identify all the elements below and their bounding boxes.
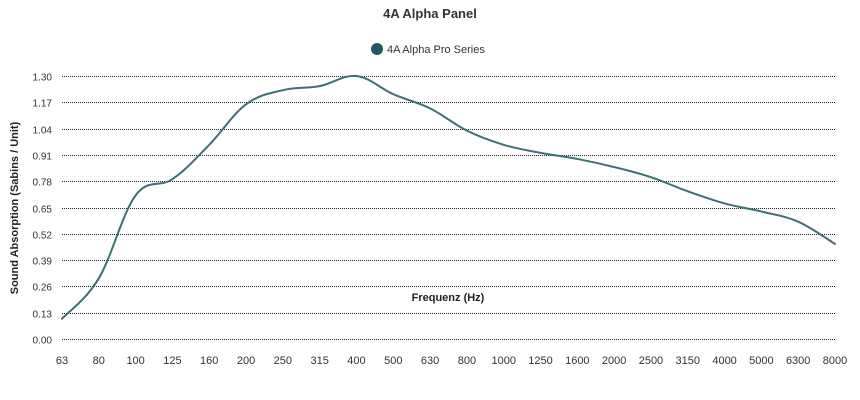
x-tick-label: 2500 xyxy=(639,355,663,367)
y-tick-label: 1.04 xyxy=(33,126,53,137)
grid-lines xyxy=(62,76,835,340)
x-tick-label: 1000 xyxy=(491,355,515,367)
x-tick-label: 80 xyxy=(93,355,105,367)
x-tick-label: 5000 xyxy=(749,355,773,367)
y-tick-label: 0.52 xyxy=(33,231,53,242)
chart-title: 4A Alpha Panel xyxy=(383,6,477,21)
x-tick-label: 160 xyxy=(200,355,218,367)
x-tick-label: 3150 xyxy=(676,355,700,367)
x-tick-label: 2000 xyxy=(602,355,626,367)
x-tick-label: 250 xyxy=(274,355,292,367)
series-layer xyxy=(61,74,836,320)
y-tick-label: 0.39 xyxy=(33,257,53,268)
legend-label: 4A Alpha Pro Series xyxy=(387,44,485,56)
y-tick-label: 0.00 xyxy=(33,336,53,347)
y-tick-label: 0.13 xyxy=(33,310,53,321)
y-tick-label: 0.65 xyxy=(33,205,53,216)
x-tick-label: 1600 xyxy=(565,355,589,367)
x-tick-label: 63 xyxy=(56,355,68,367)
y-axis-ticks: 0.00 0.13 0.26 0.39 0.52 0.65 0.78 0.91 1.04 1.17… xyxy=(33,73,53,347)
y-tick-label: 0.78 xyxy=(33,178,53,189)
x-axis-label: Frequenz (Hz) xyxy=(412,292,485,304)
x-tick-label: 4000 xyxy=(712,355,736,367)
series-line-0 xyxy=(61,74,836,320)
x-tick-label: 315 xyxy=(310,355,328,367)
x-tick-label: 500 xyxy=(384,355,402,367)
legend[interactable]: 4A Alpha Pro Series xyxy=(371,43,485,56)
x-tick-label: 8000 xyxy=(823,355,847,367)
y-tick-label: 1.17 xyxy=(33,99,53,110)
x-tick-label: 400 xyxy=(347,355,365,367)
x-tick-label: 630 xyxy=(421,355,439,367)
x-tick-label: 200 xyxy=(237,355,255,367)
y-axis-label: Sound Absorption (Sabins / Unit) xyxy=(9,121,21,294)
x-tick-label: 125 xyxy=(163,355,181,367)
y-tick-label: 1.30 xyxy=(33,73,53,84)
x-tick-label: 1250 xyxy=(528,355,552,367)
x-tick-label: 800 xyxy=(458,355,476,367)
x-tick-label: 6300 xyxy=(786,355,810,367)
x-tick-label: 100 xyxy=(126,355,144,367)
y-tick-label: 0.26 xyxy=(33,283,53,294)
legend-marker xyxy=(371,43,383,55)
y-tick-label: 0.91 xyxy=(33,152,53,163)
x-axis-ticks: 63 80 100 125 160 200 250 315 400 500 630 800 1000 12… xyxy=(56,355,847,367)
